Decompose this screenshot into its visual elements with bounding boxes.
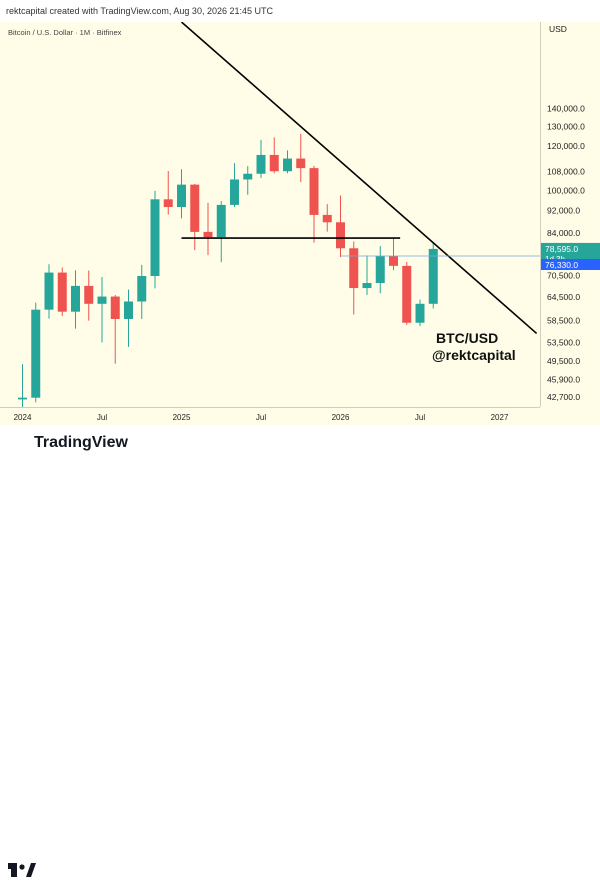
candle-body[interactable] xyxy=(309,168,319,215)
candle-body[interactable] xyxy=(256,154,266,174)
time-axis[interactable]: 2024 Jul 2025 Jul 2026 Jul 2027 xyxy=(0,407,540,425)
y-tick-label: 58,500.0 xyxy=(547,316,580,326)
annotation-pair: BTC/USD xyxy=(436,330,498,346)
x-tick-label: 2024 xyxy=(14,413,32,422)
x-tick-label: Jul xyxy=(256,413,266,422)
annotation-author: @rektcapital xyxy=(432,347,516,363)
y-tick-label: 140,000.0 xyxy=(547,104,585,114)
candle-body[interactable] xyxy=(97,296,107,304)
price-label: 78,595.0 xyxy=(545,244,578,254)
candle-body[interactable] xyxy=(428,248,438,304)
downtrend-line[interactable] xyxy=(180,21,538,335)
y-tick-label: 53,500.0 xyxy=(547,337,580,347)
candle-body[interactable] xyxy=(322,214,332,223)
candle-body[interactable] xyxy=(44,272,54,310)
candle-body[interactable] xyxy=(269,154,279,172)
y-tick-label: 108,000.0 xyxy=(547,167,585,177)
x-tick-label: 2026 xyxy=(332,413,350,422)
y-tick-label: 64,500.0 xyxy=(547,292,580,302)
y-tick-label: 49,500.0 xyxy=(547,356,580,366)
candle-body[interactable] xyxy=(71,285,80,312)
axis-corner xyxy=(540,407,600,425)
x-tick-label: Jul xyxy=(415,413,425,422)
candle-body[interactable] xyxy=(336,222,345,249)
y-tick-label: 120,000.0 xyxy=(547,141,585,151)
candle-body[interactable] xyxy=(110,296,120,319)
chart-caption: rektcapital created with TradingView.com… xyxy=(0,0,600,22)
candle-body[interactable] xyxy=(124,301,133,319)
tradingview-wordmark: TradingView xyxy=(34,434,128,451)
price-label: 76,330.0 xyxy=(545,260,578,270)
x-tick-label: Jul xyxy=(97,413,107,422)
candle-body[interactable] xyxy=(203,231,213,238)
footer xyxy=(0,425,600,877)
candle-body[interactable] xyxy=(349,248,359,289)
x-tick-label: 2027 xyxy=(491,413,509,422)
candle-body[interactable] xyxy=(177,184,186,207)
candle-body[interactable] xyxy=(230,179,239,205)
y-tick-label: 84,000.0 xyxy=(547,228,580,238)
x-tick-label: 2025 xyxy=(173,413,191,422)
y-tick-label: 70,500.0 xyxy=(547,270,580,280)
tradingview-logo-icon xyxy=(8,863,36,877)
candle-body[interactable] xyxy=(216,204,226,238)
candle-body[interactable] xyxy=(31,309,41,398)
chart-title: Bitcoin / U.S. Dollar · 1M · Bitfinex xyxy=(8,28,122,37)
y-tick-label: 42,700.0 xyxy=(547,392,580,402)
y-tick-label: 92,000.0 xyxy=(547,206,580,216)
candle-body[interactable] xyxy=(84,285,94,304)
price-axis[interactable]: USD 140,000.0 130,000.0 120,000.0 108,000.0… xyxy=(540,22,600,407)
currency-label: USD xyxy=(549,24,567,34)
candle-body[interactable] xyxy=(57,272,67,312)
candle-body[interactable] xyxy=(243,173,253,180)
candle-body[interactable] xyxy=(375,256,385,284)
candlestick-chart[interactable]: Bitcoin / U.S. Dollar · 1M · Bitfinex BT… xyxy=(0,21,540,423)
y-tick-label: 45,900.0 xyxy=(547,375,580,385)
candle-body[interactable] xyxy=(415,303,425,323)
candle-body[interactable] xyxy=(18,397,27,400)
y-tick-label: 100,000.0 xyxy=(547,185,585,195)
candle-body[interactable] xyxy=(190,184,200,232)
candle-body[interactable] xyxy=(402,265,412,323)
candle-body[interactable] xyxy=(150,199,160,277)
price-label-bg xyxy=(541,259,600,271)
candle-body[interactable] xyxy=(137,276,147,302)
candle-body[interactable] xyxy=(283,158,292,172)
candle-body[interactable] xyxy=(362,283,372,289)
y-tick-label: 130,000.0 xyxy=(547,122,585,132)
plot-area[interactable]: Bitcoin / U.S. Dollar · 1M · Bitfinex BT… xyxy=(0,21,540,423)
candle-body[interactable] xyxy=(296,158,306,169)
candle-body[interactable] xyxy=(163,199,173,207)
candle-body[interactable] xyxy=(389,256,398,266)
